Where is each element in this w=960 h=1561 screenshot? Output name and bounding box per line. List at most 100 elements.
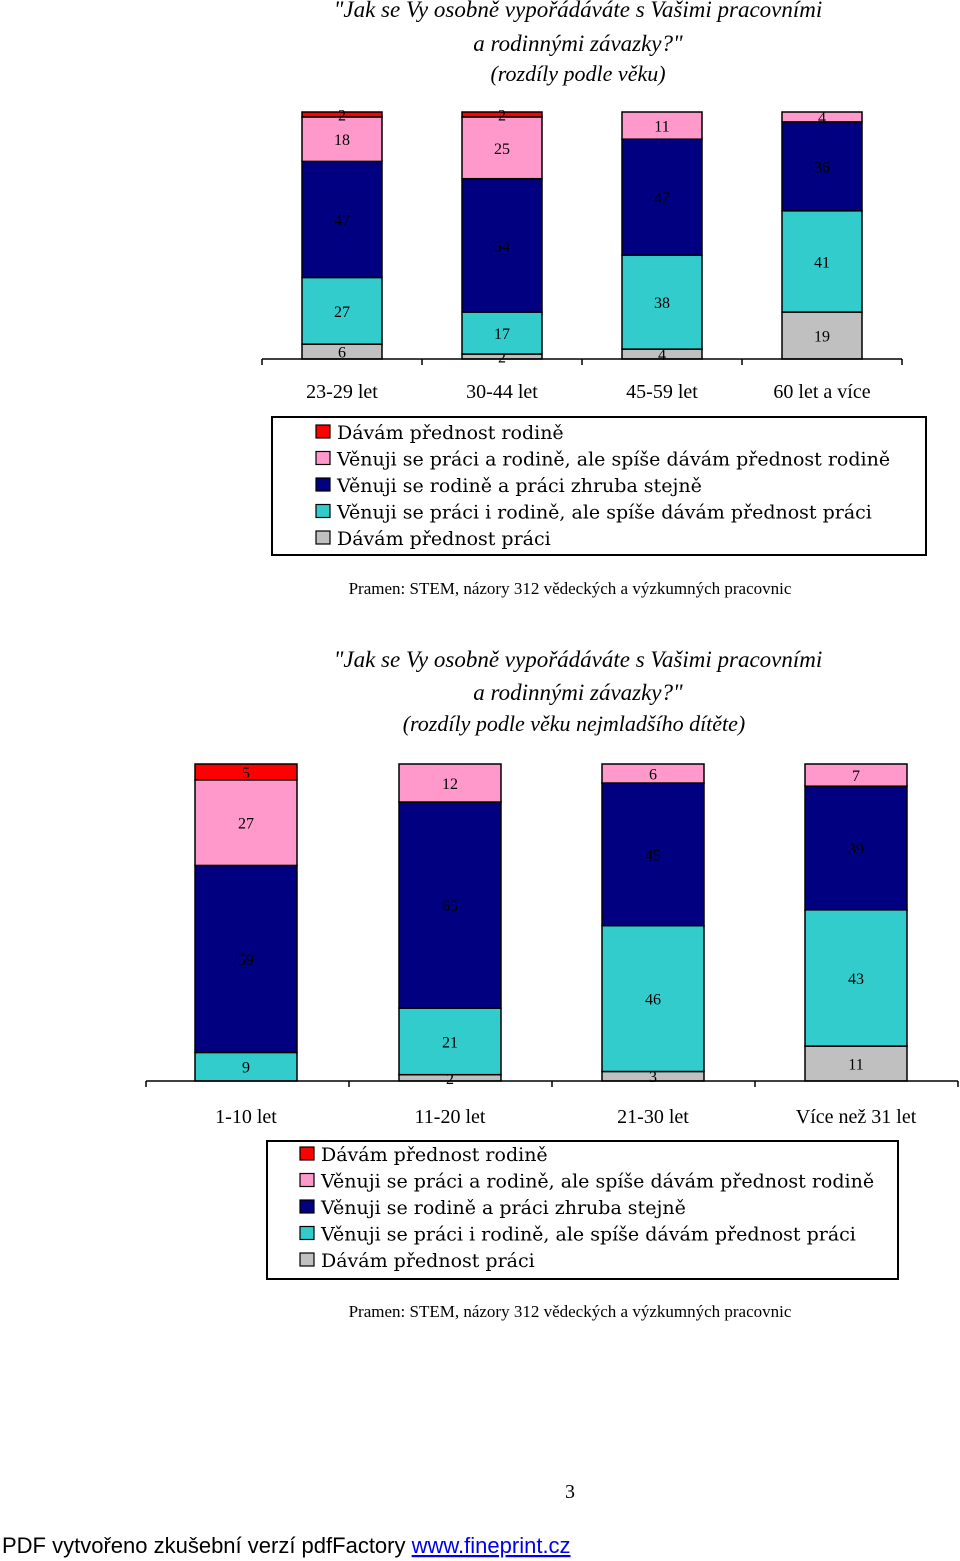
data-label: 19 <box>814 329 830 346</box>
chart2-source: Pramen: STEM, názory 312 vědeckých a výz… <box>349 1302 792 1321</box>
bar-segment-rodina <box>461 111 543 118</box>
data-label: 6 <box>338 345 346 362</box>
footer-link[interactable]: www.fineprint.cz <box>411 1533 571 1558</box>
legend-label: Věnuji se práci i rodině, ale spíše dává… <box>336 502 872 524</box>
legend-label: Věnuji se práci a rodině, ale spíše dává… <box>320 1171 874 1193</box>
chart1-legend-box <box>271 416 927 556</box>
chart1-legend: Dávám přednost rodině Věnuji se práci a r… <box>315 422 890 550</box>
data-label: 2 <box>338 107 346 124</box>
bar-segment-spise-prace <box>804 909 908 1047</box>
data-label: 2 <box>446 1071 454 1088</box>
chart1-title-line2: a rodinnými závazky?" <box>473 31 683 56</box>
legend-label: Dávám přednost práci <box>337 528 551 550</box>
data-label: 47 <box>654 190 670 207</box>
data-label: 6 <box>649 767 657 784</box>
page-number: 3 <box>565 1481 575 1503</box>
data-label: 27 <box>238 816 254 833</box>
data-label: 4 <box>818 110 826 127</box>
legend-swatch <box>299 1199 315 1214</box>
footer: PDF vytvořeno zkušební verzí pdfFactory … <box>2 1533 571 1558</box>
data-label: 54 <box>494 238 510 255</box>
bar-segment-spise-rodina <box>301 116 383 163</box>
bar-segment-stejne <box>194 864 298 1054</box>
data-label: 46 <box>645 992 661 1009</box>
data-label: 17 <box>494 326 510 343</box>
data-label: 2 <box>498 107 506 124</box>
data-label: 2 <box>498 350 506 367</box>
category-label: 60 let a více <box>773 381 870 403</box>
data-label: 25 <box>494 141 510 158</box>
chart2-title-line1: "Jak se Vy osobně vypořádáváte s Vašimi … <box>334 647 823 672</box>
category-label: 45-59 let <box>626 381 698 403</box>
bar-segment-spise-rodina <box>804 763 908 787</box>
data-label: 39 <box>848 841 864 858</box>
bar-segment-spise-rodina <box>621 111 703 140</box>
bar-segment-stejne <box>398 801 502 1009</box>
data-label: 12 <box>442 776 458 793</box>
chart2-subtitle: (rozdíly podle věku nejmladšího dítěte) <box>403 711 746 736</box>
legend-swatch <box>315 503 331 519</box>
category-label: 23-29 let <box>306 381 378 403</box>
bar-segment-stejne <box>301 160 383 279</box>
bar-segment-spise-prace <box>461 311 543 355</box>
legend-swatch <box>315 424 331 439</box>
category-label: 21-30 let <box>617 1106 689 1128</box>
bar-segment-prace <box>804 1045 908 1082</box>
data-label: 43 <box>848 971 864 988</box>
chart2-title-line2: a rodinnými závazky?" <box>473 680 683 705</box>
chart1-title-line1: "Jak se Vy osobně vypořádáváte s Vašimi … <box>334 0 823 22</box>
data-label: 41 <box>814 254 830 271</box>
data-label: 7 <box>852 768 860 785</box>
legend-label: Dávám přednost rodině <box>337 422 564 444</box>
data-label: 21 <box>442 1034 458 1051</box>
legend-label: Věnuji se práci i rodině, ale spíše dává… <box>320 1224 856 1246</box>
data-label: 9 <box>242 1060 250 1077</box>
data-label: 45 <box>645 847 661 864</box>
chart2-legend-box <box>266 1140 899 1280</box>
chart1-plot: 6 27 47 18 2 23-29 let 2 17 54 25 2 30-44 let 4 38 47 1… <box>261 107 903 403</box>
data-label: 47 <box>334 212 350 229</box>
data-label: 18 <box>334 132 350 149</box>
legend-swatch <box>299 1172 315 1188</box>
data-label: 4 <box>658 347 666 364</box>
bar-segment-stejne <box>601 782 705 927</box>
chart2-legend: Dávám přednost rodině Věnuji se práci a r… <box>299 1144 874 1272</box>
legend-label: Dávám přednost rodině <box>321 1144 548 1166</box>
chart2-plot: 9 59 27 5 1-10 let 2 21 65 12 11-20 let 3 46 45 6 21-3… <box>145 763 959 1128</box>
category-label: 30-44 let <box>466 381 538 403</box>
bar-segment-stejne <box>781 121 863 212</box>
bar-segment-stejne <box>804 785 908 911</box>
bar-segment-spise-prace <box>398 1007 502 1076</box>
data-label: 5 <box>242 765 250 782</box>
bar-segment-spise-prace <box>301 276 383 345</box>
bar-segment-spise-rodina <box>781 111 863 123</box>
data-label: 11 <box>848 1057 863 1074</box>
footer-text: PDF vytvořeno zkušební verzí pdfFactory <box>2 1533 412 1558</box>
data-label: 38 <box>654 295 670 312</box>
bar-segment-rodina <box>194 763 298 781</box>
bar-segment-spise-prace <box>781 210 863 313</box>
legend-swatch <box>315 450 331 466</box>
data-label: 65 <box>442 898 458 915</box>
category-label: 11-20 let <box>415 1106 486 1128</box>
legend-swatch <box>299 1225 315 1241</box>
category-label: Více než 31 let <box>796 1106 917 1128</box>
data-label: 27 <box>334 304 350 321</box>
data-label: 11 <box>654 119 669 136</box>
data-label: 36 <box>814 159 830 176</box>
bar-segment-spise-rodina <box>461 116 543 180</box>
legend-label: Věnuji se rodině a práci zhruba stejně <box>320 1197 686 1219</box>
data-label: 59 <box>238 952 254 969</box>
bar-segment-spise-rodina <box>398 763 502 803</box>
bar-segment-spise-rodina <box>601 763 705 784</box>
legend-swatch <box>315 530 331 545</box>
legend-label: Věnuji se práci a rodině, ale spíše dává… <box>336 449 890 471</box>
category-label: 1-10 let <box>215 1106 277 1128</box>
chart1-subtitle: (rozdíly podle věku) <box>490 61 665 86</box>
bar-segment-spise-prace <box>601 924 705 1073</box>
bar-segment-spise-rodina <box>194 779 298 867</box>
legend-label: Věnuji se rodině a práci zhruba stejně <box>336 475 702 497</box>
legend-label: Dávám přednost práci <box>321 1250 535 1272</box>
legend-swatch <box>299 1252 315 1267</box>
